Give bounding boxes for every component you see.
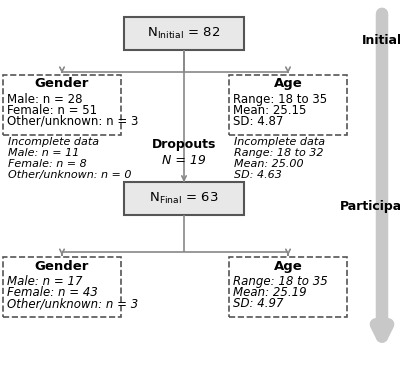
Text: N$_{\mathregular{Final}}$ = 63: N$_{\mathregular{Final}}$ = 63 [149, 191, 219, 206]
Text: Participants: Participants [340, 199, 400, 213]
Text: SD: 4.87: SD: 4.87 [233, 115, 283, 128]
Text: Initial: Initial [362, 34, 400, 47]
Text: Other/unknown: n = 3: Other/unknown: n = 3 [7, 297, 138, 310]
FancyBboxPatch shape [229, 257, 347, 317]
Text: Age: Age [274, 259, 302, 273]
Text: Other/unknown: n = 3: Other/unknown: n = 3 [7, 115, 138, 128]
Text: Range: 18 to 35: Range: 18 to 35 [233, 275, 328, 288]
Text: Female: n = 8: Female: n = 8 [8, 159, 87, 169]
Text: Female: n = 43: Female: n = 43 [7, 286, 98, 299]
FancyBboxPatch shape [124, 17, 244, 50]
FancyBboxPatch shape [3, 257, 121, 317]
Text: Gender: Gender [35, 259, 89, 273]
Text: Other/unknown: n = 0: Other/unknown: n = 0 [8, 170, 132, 180]
Text: Incomplete data: Incomplete data [234, 137, 325, 147]
Text: Range: 18 to 35: Range: 18 to 35 [233, 93, 327, 106]
Text: Female: n = 51: Female: n = 51 [7, 104, 97, 117]
Text: Male: n = 11: Male: n = 11 [8, 148, 79, 158]
FancyBboxPatch shape [124, 182, 244, 215]
Text: SD: 4.63: SD: 4.63 [234, 170, 282, 180]
Text: Mean: 25.15: Mean: 25.15 [233, 104, 306, 117]
Text: N = 19: N = 19 [162, 154, 206, 167]
Text: SD: 4.97: SD: 4.97 [233, 297, 284, 310]
Text: Mean: 25.00: Mean: 25.00 [234, 159, 304, 169]
Text: Range: 18 to 32: Range: 18 to 32 [234, 148, 324, 158]
Text: Mean: 25.19: Mean: 25.19 [233, 286, 307, 299]
Text: N$_{\mathregular{Initial}}$ = 82: N$_{\mathregular{Initial}}$ = 82 [148, 25, 220, 41]
Text: Male: n = 17: Male: n = 17 [7, 275, 82, 288]
FancyBboxPatch shape [3, 74, 121, 135]
Text: Dropouts: Dropouts [152, 138, 216, 151]
FancyBboxPatch shape [229, 74, 347, 135]
Text: Gender: Gender [35, 77, 89, 91]
Text: Male: n = 28: Male: n = 28 [7, 93, 82, 106]
Text: Age: Age [274, 77, 302, 91]
Text: Incomplete data: Incomplete data [8, 137, 99, 147]
